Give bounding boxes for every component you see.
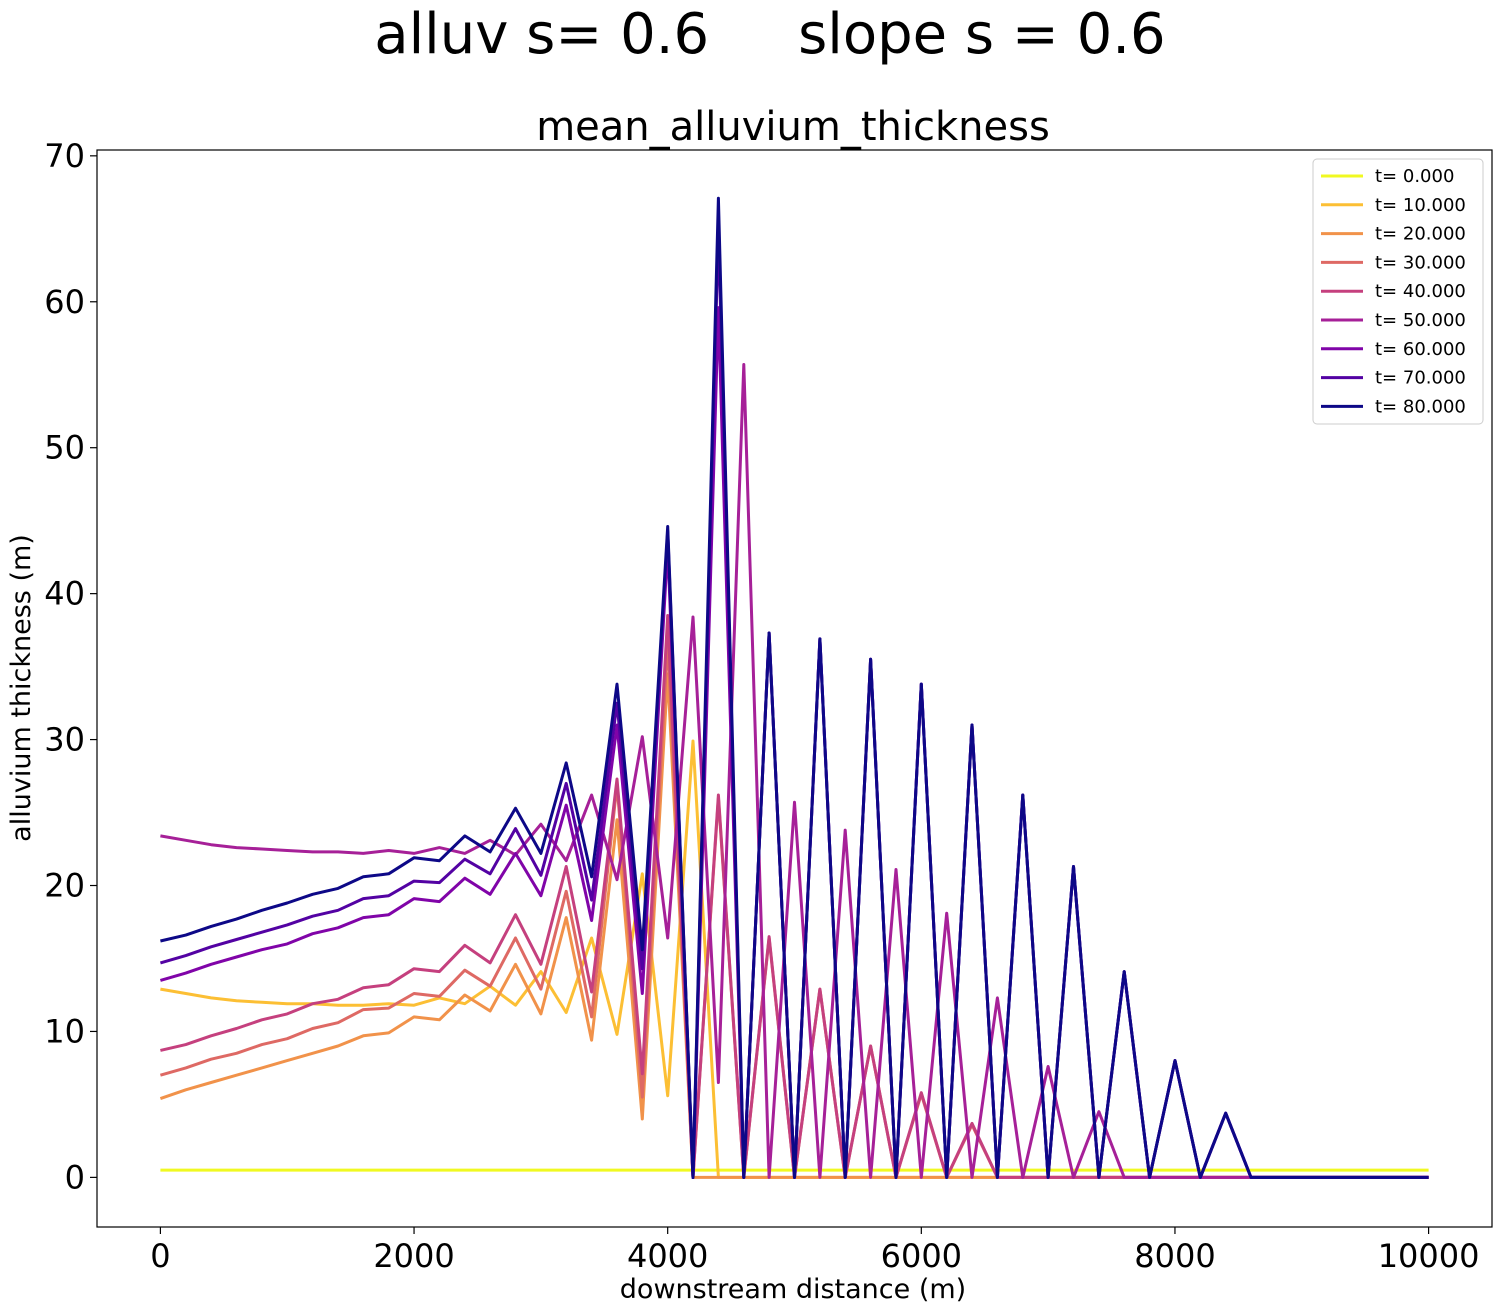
series-line-6 bbox=[159, 306, 1429, 1179]
legend-label-4: t= 40.000 bbox=[1375, 281, 1466, 302]
y-tick-label: 20 bbox=[44, 867, 85, 905]
y-tick-label: 40 bbox=[44, 575, 85, 613]
legend-label-0: t= 0.000 bbox=[1375, 166, 1454, 187]
legend-label-2: t= 20.000 bbox=[1375, 224, 1466, 245]
y-axis: 0 10 20 30 40 50 60 70 bbox=[44, 137, 97, 1196]
x-tick-label: 10000 bbox=[1378, 1237, 1480, 1275]
y-tick-label: 10 bbox=[44, 1012, 85, 1050]
x-tick-label: 2000 bbox=[373, 1237, 454, 1275]
plot-frame bbox=[96, 149, 1493, 1228]
x-axis-label: downstream distance (m) bbox=[620, 1274, 966, 1305]
legend-label-8: t= 80.000 bbox=[1375, 396, 1466, 417]
x-tick-label: 8000 bbox=[1134, 1237, 1215, 1275]
legend: t= 0.000 t= 10.000 t= 20.000 t= 30.000 t= 40… bbox=[1312, 158, 1484, 425]
y-tick-label: 50 bbox=[44, 429, 85, 467]
y-tick-label: 60 bbox=[44, 283, 85, 321]
series-layer bbox=[159, 196, 1429, 1179]
chart-title: mean_alluvium_thickness bbox=[536, 104, 1050, 150]
y-tick-label: 0 bbox=[65, 1158, 85, 1196]
series-line-3 bbox=[159, 638, 1429, 1179]
series-line-2 bbox=[159, 672, 1429, 1179]
x-tick-label: 0 bbox=[150, 1237, 170, 1275]
series-line-8 bbox=[160, 196, 1429, 1179]
legend-label-6: t= 60.000 bbox=[1375, 339, 1466, 360]
y-tick-label: 30 bbox=[44, 721, 85, 759]
legend-label-1: t= 10.000 bbox=[1375, 195, 1466, 216]
series-line-5 bbox=[160, 363, 1429, 1179]
series-line-4 bbox=[160, 614, 1429, 1179]
series-line-7 bbox=[159, 227, 1429, 1179]
x-tick-label: 4000 bbox=[627, 1237, 708, 1275]
legend-box bbox=[1312, 158, 1484, 425]
x-tick-label: 6000 bbox=[881, 1237, 962, 1275]
legend-label-3: t= 30.000 bbox=[1375, 252, 1466, 273]
chart-suptitle: alluv s= 0.6 slope s = 0.6 bbox=[374, 2, 1165, 67]
y-axis-label: alluvium thickness (m) bbox=[6, 534, 37, 842]
legend-label-7: t= 70.000 bbox=[1375, 368, 1466, 389]
legend-label-5: t= 50.000 bbox=[1375, 310, 1466, 331]
x-axis: 0 2000 4000 6000 8000 10000 bbox=[150, 1227, 1479, 1275]
y-tick-label: 70 bbox=[44, 137, 85, 175]
